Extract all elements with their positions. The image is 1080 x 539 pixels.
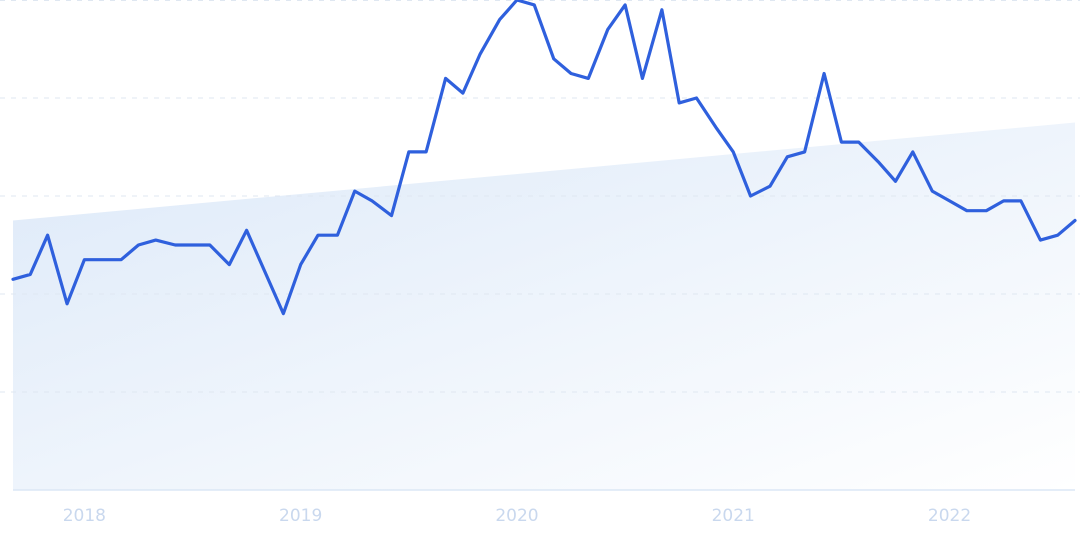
trend-area xyxy=(13,122,1075,490)
x-tick-label: 2021 xyxy=(712,506,755,526)
x-tick-label: 2022 xyxy=(928,506,971,526)
x-tick-label: 2018 xyxy=(63,506,106,526)
x-tick-label: 2020 xyxy=(495,506,538,526)
data-line xyxy=(11,0,1077,316)
x-tick-label: 2019 xyxy=(279,506,322,526)
